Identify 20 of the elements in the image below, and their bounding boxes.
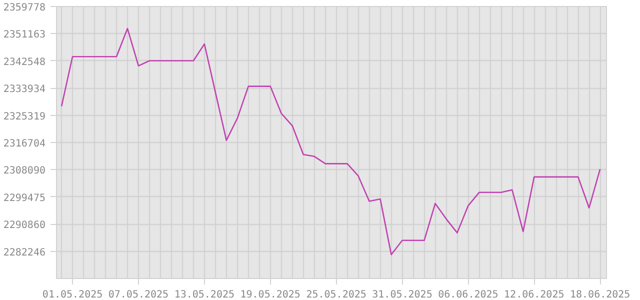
x-tick-label: 06.06.2025 [438,290,498,300]
x-tick-label: 31.05.2025 [372,290,432,300]
y-tick-label: 2325319 [3,111,46,122]
y-tick-label: 2290860 [3,220,46,232]
x-tick-label: 12.06.2025 [504,290,564,300]
y-tick-label: 2333934 [3,84,46,96]
x-tick-label: 19.05.2025 [240,290,300,300]
line-series [60,28,601,256]
y-tick-label: 2351163 [3,30,46,41]
x-tick-label: 25.05.2025 [306,290,366,300]
x-tick-label: 07.05.2025 [108,290,169,300]
x-tick-label: 13.05.2025 [174,290,235,300]
y-tick-label: 2359778 [3,2,46,14]
y-tick-label: 2316704 [3,138,46,150]
y-tick-label: 2299475 [3,192,46,204]
y-tick-label: 2342548 [3,56,46,68]
y-tick-label: 2308090 [3,166,46,177]
x-tick-label: 01.05.2025 [42,290,103,300]
y-tick-label: 2282246 [3,247,46,258]
x-tick-label: 18.06.2025 [570,290,630,300]
